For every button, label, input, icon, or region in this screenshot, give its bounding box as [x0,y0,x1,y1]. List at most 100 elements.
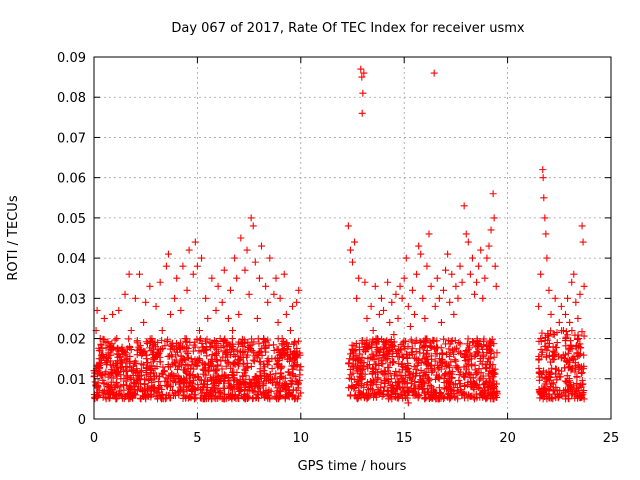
data-point [568,327,576,335]
data-point [487,391,495,399]
y-tick-label: 0.08 [57,91,86,106]
data-point [351,360,359,368]
data-point [208,376,216,384]
data-point [184,365,192,373]
data-point [392,367,400,375]
data-point [545,339,553,347]
data-point [291,363,299,371]
data-point [156,278,164,286]
data-point [273,378,281,386]
data-point [199,365,207,373]
data-point [145,377,153,385]
data-point [146,363,154,371]
data-point [143,339,151,347]
data-point [159,363,167,371]
data-point [577,369,585,377]
data-point [474,349,482,357]
data-point [412,365,420,373]
data-point [555,318,563,326]
data-point [191,343,199,351]
data-point [479,294,487,302]
data-point [187,386,195,394]
data-point [486,354,494,362]
data-point [386,347,394,355]
data-point [373,335,381,343]
data-point [450,310,458,318]
data-point [203,381,211,389]
data-point [562,310,570,318]
data-point [171,294,179,302]
data-point [237,234,245,242]
data-point [181,366,189,374]
data-point [399,384,407,392]
data-point [146,282,154,290]
data-point [245,290,253,298]
data-point [575,351,583,359]
data-point [255,358,263,366]
data-point [218,365,226,373]
data-point [566,384,574,392]
data-point [200,347,208,355]
data-point [446,394,454,402]
data-point [427,282,435,290]
data-point [578,363,586,371]
data-point [98,371,106,379]
data-point [388,387,396,395]
data-point [293,298,301,306]
data-point [492,282,500,290]
data-point [147,391,155,399]
data-point [416,338,424,346]
data-point [289,302,297,310]
data-point [475,262,483,270]
data-point [576,290,584,298]
data-point [220,266,228,274]
data-point [454,387,462,395]
data-point [384,376,392,384]
data-point [411,381,419,389]
data-point [115,306,123,314]
data-point [162,374,170,382]
y-tick-label: 0.03 [57,292,86,307]
data-point [249,356,257,364]
data-point [463,362,471,370]
data-point [182,360,190,368]
data-point [239,343,247,351]
data-point [158,385,166,393]
data-point [133,387,141,395]
data-point [545,286,553,294]
data-point [261,390,269,398]
data-point [360,69,368,77]
data-point [448,387,456,395]
data-point [420,343,428,351]
data-point [435,395,443,403]
data-point [148,366,156,374]
data-point [278,335,286,343]
data-point [572,388,580,396]
data-point [200,366,208,374]
data-point [563,372,571,380]
data-point [183,286,191,294]
data-point [543,395,551,403]
data-point [358,73,366,81]
x-tick-label: 5 [193,431,201,446]
data-point [131,382,139,390]
data-point [389,358,397,366]
data-point [555,391,563,399]
data-point [557,302,565,310]
data-point [409,387,417,395]
data-point [439,286,447,294]
data-point [421,380,429,388]
data-point [159,345,167,353]
data-point [113,357,121,365]
data-point [155,373,163,381]
data-point [564,294,572,302]
data-point [375,355,383,363]
data-point [260,360,268,368]
data-point [489,361,497,369]
data-point [456,340,464,348]
data-point [123,363,131,371]
data-point [241,365,249,373]
data-point [117,383,125,391]
data-point [249,395,257,403]
data-point [388,395,396,403]
